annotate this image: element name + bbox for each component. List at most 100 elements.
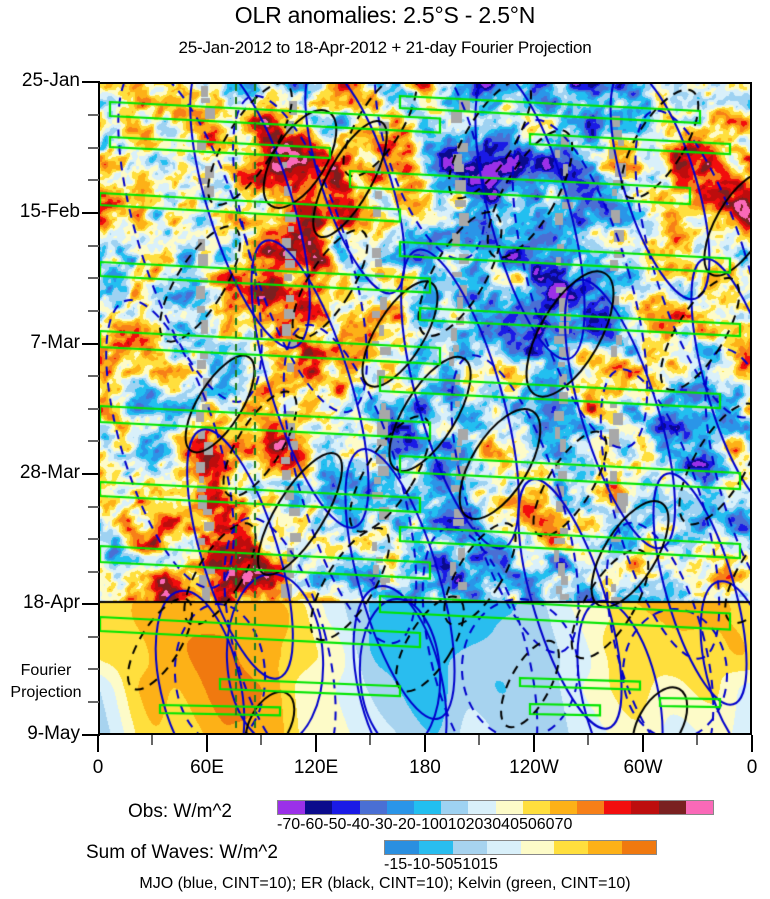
colorbar-swatch <box>278 801 306 814</box>
x-tick-minor <box>587 735 589 745</box>
x-tick-minor <box>260 735 262 745</box>
y-tick-minor <box>88 571 99 573</box>
x-tick-minor <box>696 735 698 745</box>
y-tick-label: 25-Jan <box>21 70 80 91</box>
colorbar-swatch <box>359 801 387 814</box>
colorbar-tick-label: -60 <box>300 816 324 833</box>
y-tick-minor <box>88 245 99 247</box>
x-tick-major <box>315 735 317 752</box>
colorbar-swatch <box>441 801 469 814</box>
y-tick-major <box>82 603 100 605</box>
colorbar-tick-label: 60 <box>536 816 555 833</box>
x-tick-label: 180 <box>409 757 441 778</box>
colorbar-tick-label: 50 <box>518 816 537 833</box>
colorbar-swatch <box>522 801 550 814</box>
colorbar-swatch <box>486 841 521 854</box>
hovmoller-plot <box>98 82 752 735</box>
colorbar-tick-label: 10 <box>462 856 481 873</box>
fourier-projection-label-line2: Projection <box>10 684 82 701</box>
colorbar-tick-label: -70 <box>277 816 301 833</box>
y-tick-minor <box>88 506 99 508</box>
y-tick-minor <box>88 440 99 442</box>
colorbar-tick-label: -15 <box>384 856 408 873</box>
y-tick-label: 9-May <box>27 723 80 744</box>
x-tick-label: 120W <box>509 757 559 778</box>
x-tick-major <box>97 735 99 752</box>
y-tick-minor <box>88 375 99 377</box>
colorbar-swatch <box>418 841 453 854</box>
colorbar-tick-label: -10 <box>407 856 431 873</box>
x-tick-label: 60E <box>190 757 224 778</box>
x-tick-label: 120E <box>293 757 339 778</box>
colorbar-swatch <box>577 801 605 814</box>
y-tick-minor <box>88 147 99 149</box>
y-tick-label: 15-Feb <box>19 201 80 222</box>
x-tick-label: 0 <box>92 757 104 778</box>
colorbar-tick-label: -20 <box>392 816 416 833</box>
hovmoller-canvas <box>100 84 750 733</box>
y-tick-major <box>82 734 100 736</box>
colorbar-tick-label: 20 <box>465 816 484 833</box>
page-title: OLR anomalies: 2.5°S - 2.5°N <box>234 2 536 28</box>
colorbar-swatch <box>495 801 523 814</box>
colorbar <box>277 800 714 815</box>
y-tick-major <box>82 473 100 475</box>
y-tick-major <box>82 81 100 83</box>
y-tick-minor <box>88 277 99 279</box>
x-tick-minor <box>369 735 371 745</box>
colorbar-tick-label: 0 <box>444 856 454 873</box>
colorbar <box>384 840 657 855</box>
x-tick-minor <box>478 735 480 745</box>
y-tick-minor <box>88 114 99 116</box>
colorbar-tick-label: 30 <box>483 816 502 833</box>
y-tick-label: 28-Mar <box>19 462 80 483</box>
colorbar-swatch <box>631 801 659 814</box>
y-tick-minor <box>88 408 99 410</box>
colorbar-tick-label: 70 <box>554 816 573 833</box>
y-tick-minor <box>88 668 99 670</box>
colorbar-swatch <box>520 841 555 854</box>
colorbar-label: Obs: W/m^2 <box>128 801 232 822</box>
y-tick-minor <box>88 636 99 638</box>
colorbar-swatch <box>549 801 578 814</box>
colorbar-tick-label: 10 <box>447 816 466 833</box>
x-tick-major <box>206 735 208 752</box>
colorbar-ticklabels: -70-60-50-40-30-20-10010203040506070 <box>277 816 714 833</box>
colorbar-swatch <box>468 801 496 814</box>
y-tick-minor <box>88 310 99 312</box>
x-tick-minor <box>151 735 153 745</box>
colorbar-swatch <box>385 841 419 854</box>
colorbar-ticklabels: -15-10-5051015 <box>384 856 657 873</box>
y-tick-major <box>82 212 100 214</box>
colorbar-swatch <box>588 841 623 854</box>
colorbar-swatch <box>604 801 632 814</box>
colorbar-swatch <box>332 801 360 814</box>
colorbar-swatch <box>413 801 442 814</box>
page-subtitle: 25-Jan-2012 to 18-Apr-2012 + 21-day Four… <box>178 38 592 57</box>
y-tick-minor <box>88 179 99 181</box>
y-tick-label: 18-Apr <box>22 592 80 613</box>
colorbar-tick-label: 0 <box>438 816 448 833</box>
y-tick-minor <box>88 538 99 540</box>
colorbar-swatch <box>685 801 713 814</box>
colorbar-label: Sum of Waves: W/m^2 <box>86 842 278 863</box>
colorbar-tick-label: -50 <box>323 816 347 833</box>
colorbar-swatch <box>305 801 333 814</box>
y-tick-label: 7-Mar <box>30 332 80 353</box>
colorbar-swatch <box>554 841 589 854</box>
contour-legend-note: MJO (blue, CINT=10); ER (black, CINT=10)… <box>139 875 631 892</box>
colorbar-tick-label: -5 <box>430 856 445 873</box>
colorbar-tick-label: 5 <box>453 856 463 873</box>
x-tick-major <box>533 735 535 752</box>
colorbar-tick-label: -40 <box>346 816 370 833</box>
colorbar-tick-label: -10 <box>415 816 439 833</box>
colorbar-swatch <box>622 841 656 854</box>
y-tick-minor <box>88 701 99 703</box>
colorbar-swatch <box>452 841 487 854</box>
colorbar-swatch <box>658 801 686 814</box>
x-tick-major <box>751 735 753 752</box>
fourier-projection-label-line1: Fourier <box>20 662 72 679</box>
colorbar-swatch <box>386 801 414 814</box>
x-tick-major <box>424 735 426 752</box>
